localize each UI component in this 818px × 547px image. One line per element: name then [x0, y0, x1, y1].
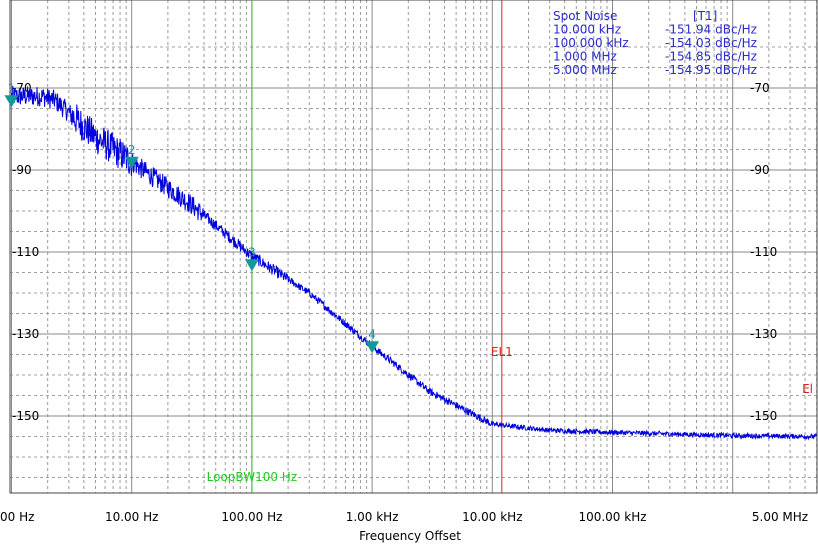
marker-number: 2 — [128, 143, 136, 157]
y-tick-label: -90 — [12, 163, 32, 177]
x-axis-label: Frequency Offset — [359, 529, 461, 543]
spot-noise-trace-label: [T1] — [693, 9, 717, 23]
spot-noise-value: -154.03 dBc/Hz — [665, 36, 757, 50]
y-tick-labels-left: -70-90-110-130-150 — [12, 81, 39, 423]
reference-lines: LoopBW100 Hz EL1 El — [207, 0, 813, 493]
y-tick-label: -90 — [750, 163, 770, 177]
spot-noise-frequency: 10.000 kHz — [553, 23, 621, 37]
spot-noise-frequency: 5.000 MHz — [553, 63, 617, 77]
marker-triangle — [244, 259, 259, 272]
y-tick-label: -110 — [750, 245, 777, 259]
x-tick-label: 10.00 Hz — [105, 510, 159, 524]
y-tick-label: -150 — [12, 409, 39, 423]
marker-number: 4 — [368, 327, 376, 341]
plot-frame — [9, 0, 818, 494]
reference-line-label: LoopBW100 Hz — [207, 470, 298, 484]
spot-noise-frequency: 100.000 kHz — [553, 36, 629, 50]
y-tick-label: -150 — [750, 409, 777, 423]
y-tick-label: -130 — [12, 327, 39, 341]
marker-triangle — [365, 341, 380, 354]
spot-noise-table: Spot Noise [T1] 10.000 kHz -151.94 dBc/Hz 10… — [553, 9, 757, 77]
x-tick-label: 1.00 Hz — [0, 510, 34, 524]
minor-grid — [10, 0, 818, 493]
spot-noise-value: -151.94 dBc/Hz — [665, 23, 757, 37]
spot-noise-value: -154.95 dBc/Hz — [665, 63, 757, 77]
spot-noise-value: -154.85 dBc/Hz — [665, 50, 757, 64]
x-tick-label: 100.00 kHz — [578, 510, 646, 524]
x-tick-label: 1.00 kHz — [346, 510, 399, 524]
y-tick-label: -130 — [750, 327, 777, 341]
y-tick-label: -70 — [750, 81, 770, 95]
phase-noise-trace — [11, 85, 818, 441]
spot-noise-title: Spot Noise — [553, 9, 617, 23]
y-tick-label: -110 — [12, 245, 39, 259]
reference-line-label: El — [802, 382, 813, 396]
x-tick-label: 100.00 Hz — [221, 510, 282, 524]
x-tick-label: 5.00 MHz — [752, 510, 808, 524]
marker-number: 3 — [248, 245, 256, 259]
marker-triangle — [124, 156, 139, 169]
reference-line-label: EL1 — [491, 345, 513, 359]
marker-number: 1 — [8, 81, 16, 95]
marker-triangle — [4, 95, 19, 108]
x-tick-label: 10.00 kHz — [462, 510, 522, 524]
x-tick-labels: 1.00 Hz 10.00 Hz 100.00 Hz 1.00 kHz 10.00 kH… — [0, 510, 808, 524]
markers: 1 2 3 4 — [4, 81, 380, 354]
y-tick-labels-right: -70 -90 -110 -130 -150 — [750, 81, 777, 423]
spot-noise-frequency: 1.000 MHz — [553, 50, 617, 64]
